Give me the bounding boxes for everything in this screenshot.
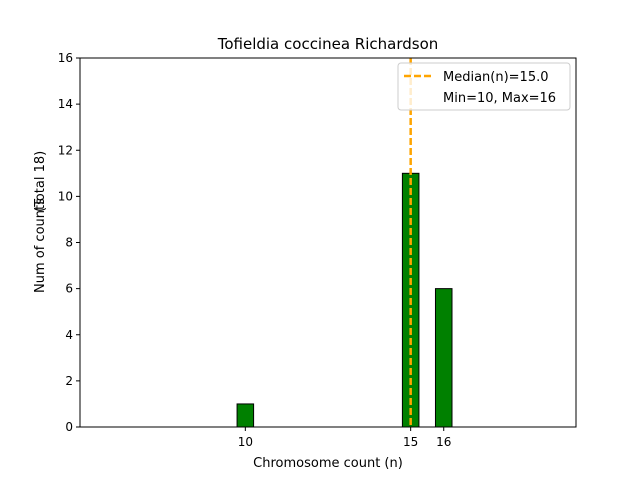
x-axis: 10 15 16: [238, 427, 451, 449]
y-tick-label: 4: [65, 328, 73, 342]
y-tick-label: 10: [58, 189, 73, 203]
bars-layer: [80, 172, 494, 428]
y-tick-label: 0: [65, 420, 73, 434]
histogram-bar: [434, 288, 453, 428]
x-tick-label: 16: [436, 435, 451, 449]
x-axis-label: Chromosome count (n): [253, 456, 403, 471]
legend: Median(n)=15.0 Min=10, Max=16: [397, 62, 571, 111]
y-tick-label: 6: [65, 282, 73, 296]
y-tick-label: 16: [58, 51, 73, 65]
chart-title: Tofieldia coccinea Richardson: [217, 35, 439, 53]
y-axis: 0 2 4 6 8 10 12 14 16: [58, 51, 80, 434]
y-tick-label: 14: [58, 97, 73, 111]
plot-frame: [79, 57, 577, 428]
y-axis-label: Num of counts: [33, 198, 48, 293]
x-tick-label: 15: [403, 435, 418, 449]
histogram-bar: [236, 403, 255, 428]
x-tick-label: 10: [238, 435, 253, 449]
y-tick-label: 12: [58, 143, 73, 157]
y-tick-label: 8: [65, 236, 73, 250]
legend-minmax-label: Min=10, Max=16: [443, 91, 556, 106]
y-tick-label: 2: [65, 374, 73, 388]
legend-box: [397, 62, 571, 111]
y-axis-total-label: (Total 18): [33, 151, 48, 212]
legend-median-label: Median(n)=15.0: [443, 70, 549, 85]
